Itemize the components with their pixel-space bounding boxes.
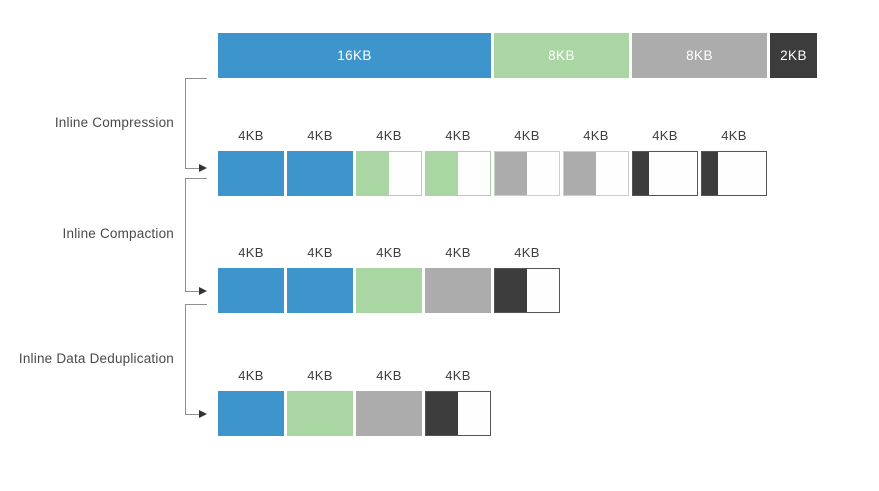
block-size-label: 8KB [686, 48, 713, 63]
block-size-label: 2KB [780, 48, 807, 63]
bracket-arrow-line [185, 291, 200, 292]
block-size-label: 4KB [721, 128, 747, 143]
block-size-label: 4KB [307, 128, 333, 143]
block-fill-green [357, 152, 389, 195]
block-size-label: 4KB [376, 368, 402, 383]
block-size-label: 8KB [548, 48, 575, 63]
after-compression-block-7 [632, 151, 698, 196]
after-compression-block-4 [425, 151, 491, 196]
block-size-label: 4KB [238, 368, 264, 383]
stage-label-2: Inline Compaction [62, 226, 174, 241]
block-size-label: 4KB [652, 128, 678, 143]
block-fill-gray [564, 152, 596, 195]
after-compaction-block-3 [356, 268, 422, 313]
after-compaction-block-4 [425, 268, 491, 313]
after-compaction-block-5 [494, 268, 560, 313]
block-fill-gray [495, 152, 527, 195]
bracket-top-arm [185, 178, 207, 179]
block-size-label: 4KB [445, 128, 471, 143]
block-size-label: 16KB [337, 48, 372, 63]
bracket-vertical-line [185, 178, 186, 292]
original-data-block-1: 16KB [218, 33, 491, 78]
block-fill-dark [495, 269, 527, 312]
block-size-label: 4KB [307, 245, 333, 260]
block-size-label: 4KB [514, 128, 540, 143]
after-compression-block-1 [218, 151, 284, 196]
block-size-label: 4KB [238, 245, 264, 260]
block-size-label: 4KB [445, 368, 471, 383]
after-deduplication-block-2 [287, 391, 353, 436]
block-fill-dark [702, 152, 718, 195]
block-size-label: 4KB [583, 128, 609, 143]
after-compaction-block-2 [287, 268, 353, 313]
block-size-label: 4KB [376, 128, 402, 143]
after-compression-block-2 [287, 151, 353, 196]
original-data-block-4: 2KB [770, 33, 817, 78]
block-size-label: 4KB [376, 245, 402, 260]
after-compression-block-5 [494, 151, 560, 196]
original-data-block-2: 8KB [494, 33, 629, 78]
stage-label-3: Inline Data Deduplication [18, 351, 174, 366]
block-fill-green [426, 152, 458, 195]
original-data-block-3: 8KB [632, 33, 767, 78]
bracket-arrow-line [185, 414, 200, 415]
block-fill-dark [633, 152, 649, 195]
after-compression-block-8 [701, 151, 767, 196]
block-size-label: 4KB [238, 128, 264, 143]
after-deduplication-block-3 [356, 391, 422, 436]
bracket-arrow-line [185, 168, 200, 169]
bracket-vertical-line [185, 78, 186, 169]
after-deduplication-block-1 [218, 391, 284, 436]
after-compaction-block-1 [218, 268, 284, 313]
bracket-vertical-line [185, 304, 186, 415]
block-size-label: 4KB [307, 368, 333, 383]
arrow-right-icon [199, 287, 207, 295]
block-fill-dark [426, 392, 458, 435]
arrow-right-icon [199, 410, 207, 418]
after-deduplication-block-4 [425, 391, 491, 436]
block-size-label: 4KB [514, 245, 540, 260]
stage-label-1: Inline Compression [54, 115, 174, 130]
after-compression-block-3 [356, 151, 422, 196]
arrow-right-icon [199, 164, 207, 172]
after-compression-block-6 [563, 151, 629, 196]
bracket-top-arm [185, 78, 207, 79]
block-size-label: 4KB [445, 245, 471, 260]
bracket-top-arm [185, 304, 207, 305]
